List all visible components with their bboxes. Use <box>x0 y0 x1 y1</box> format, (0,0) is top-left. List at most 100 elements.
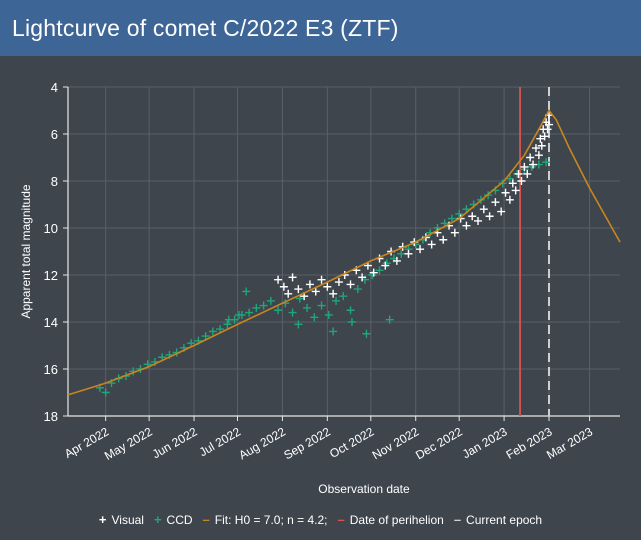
legend-label-current-epoch: Current epoch <box>466 513 543 527</box>
visual-point <box>416 245 425 254</box>
ccd-point <box>447 214 456 223</box>
ccd-point <box>332 296 341 305</box>
ccd-point <box>216 325 225 334</box>
y-tick-label: 8 <box>51 174 58 189</box>
y-tick-label: 16 <box>44 362 58 377</box>
ccd-point <box>498 179 507 188</box>
ccd-point <box>259 301 268 310</box>
visual-point <box>450 228 459 237</box>
visual-point <box>329 289 338 298</box>
ccd-point <box>288 308 297 317</box>
legend-item-fit[interactable]: – Fit: H0 = 7.0; n = 4.2; <box>203 513 328 527</box>
ccd-point <box>347 318 356 326</box>
y-tick-label: 14 <box>44 315 58 330</box>
ccd-point <box>375 266 384 275</box>
legend-visual-plus-icon: + <box>98 512 107 527</box>
ccd-point <box>397 249 406 258</box>
visual-point <box>536 134 545 143</box>
legend-label-perihelion: Date of perihelion <box>349 513 444 527</box>
legend-item-ccd[interactable]: + CCD <box>154 513 193 527</box>
visual-point <box>358 273 367 282</box>
ccd-point <box>294 320 303 329</box>
visual-point <box>520 162 529 171</box>
visual-point <box>334 278 343 287</box>
legend-item-current-epoch[interactable]: – Current epoch <box>454 513 542 527</box>
chart-header: Lightcurve of comet C/2022 E3 (ZTF) <box>0 0 641 56</box>
visual-point <box>274 275 283 284</box>
y-tick-label: 4 <box>51 80 58 95</box>
x-tick-label: May 2022 <box>102 424 155 463</box>
visual-point <box>491 198 500 207</box>
visual-point <box>479 205 488 214</box>
visual-point <box>531 144 540 153</box>
ccd-point <box>317 301 326 310</box>
ccd-point <box>542 158 551 167</box>
ccd-point <box>242 287 251 296</box>
visual-point <box>323 282 332 291</box>
ccd-point <box>324 310 333 319</box>
visual-point <box>543 125 552 134</box>
ccd-point <box>339 292 348 301</box>
legend-label-ccd: CCD <box>166 513 193 527</box>
fit-curve <box>67 109 621 396</box>
ccd-point <box>245 308 254 317</box>
visual-point <box>501 188 510 197</box>
chart-legend: + Visual + CCD – Fit: H0 = 7.0; n = 4.2;… <box>0 509 641 531</box>
ccd-point <box>101 388 110 397</box>
legend-item-perihelion[interactable]: – Date of perihelion <box>338 513 444 527</box>
x-tick-label: Nov 2022 <box>370 424 422 462</box>
x-axis-title: Observation date <box>318 482 410 496</box>
visual-point <box>369 268 378 277</box>
ccd-point <box>224 315 233 324</box>
y-tick-label: 10 <box>44 221 58 236</box>
legend-label-fit: Fit: H0 = 7.0; n = 4.2; <box>214 513 328 527</box>
chart-title: Lightcurve of comet C/2022 E3 (ZTF) <box>12 14 399 41</box>
ccd-point <box>303 303 312 312</box>
visual-point <box>514 169 523 178</box>
x-tick-label: Mar 2023 <box>544 424 595 462</box>
visual-point <box>534 151 543 160</box>
y-tick-label: 12 <box>44 268 58 283</box>
visual-point <box>305 280 314 289</box>
visual-point <box>311 287 320 296</box>
legend-label-visual: Visual <box>111 513 144 527</box>
visual-point <box>474 216 483 225</box>
ccd-point <box>385 315 394 324</box>
visual-point <box>404 249 413 258</box>
visual-point <box>529 160 538 169</box>
visual-point <box>381 261 390 270</box>
x-tick-label: Aug 2022 <box>236 424 288 462</box>
legend-ccd-plus-icon: + <box>153 512 162 527</box>
visual-point <box>346 280 355 289</box>
x-tick-label: Oct 2022 <box>327 424 376 461</box>
ccd-point <box>455 209 464 218</box>
ccd-point <box>505 174 514 183</box>
ccd-point <box>201 332 210 341</box>
ccd-point <box>223 320 232 329</box>
ccd-point <box>266 296 275 305</box>
visual-point <box>439 235 448 244</box>
visual-point <box>294 285 303 294</box>
visual-point <box>468 212 477 221</box>
y-axis-title: Apparent total magnitude <box>19 184 33 318</box>
x-tick-label: Sep 2022 <box>281 424 333 462</box>
visual-point <box>517 177 526 185</box>
visual-point <box>540 132 549 141</box>
y-tick-label: 6 <box>51 127 58 142</box>
visual-point <box>523 169 532 178</box>
legend-item-visual[interactable]: + Visual <box>99 513 144 527</box>
visual-point <box>392 256 401 265</box>
legend-current-epoch-line-icon: – <box>453 512 462 527</box>
x-tick-label: Jun 2022 <box>150 424 200 461</box>
ccd-point <box>208 327 217 336</box>
visual-point <box>508 179 517 188</box>
ccd-point <box>362 329 371 338</box>
visual-point <box>279 282 288 291</box>
legend-fit-line-icon: – <box>202 512 210 527</box>
y-tick-label: 18 <box>44 409 58 424</box>
visual-point <box>511 186 520 195</box>
x-tick-label: Dec 2022 <box>413 424 465 462</box>
ccd-point <box>310 313 319 322</box>
visual-point <box>505 195 514 204</box>
